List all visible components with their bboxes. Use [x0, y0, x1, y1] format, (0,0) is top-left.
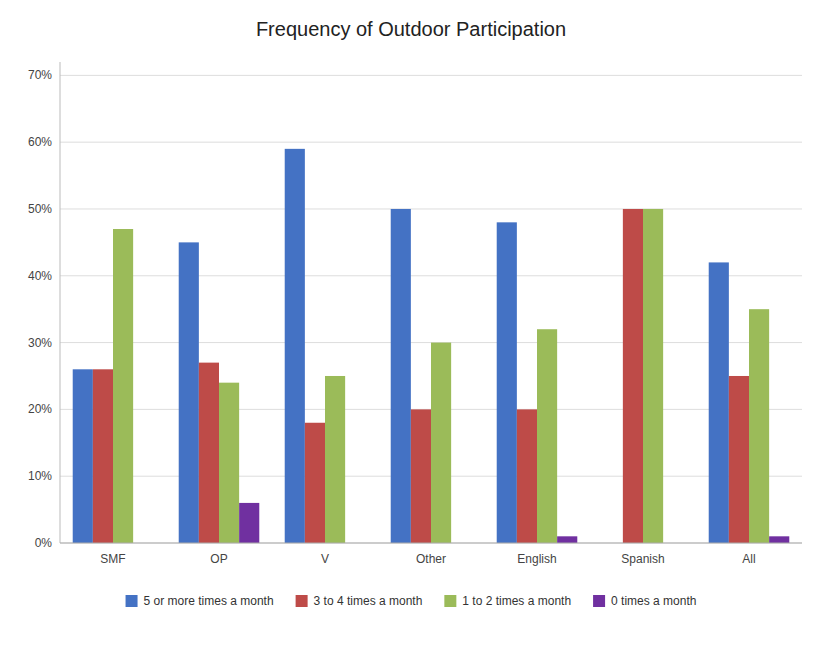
grid: [60, 75, 802, 543]
y-tick-label: 30%: [28, 336, 52, 350]
legend-swatch: [444, 595, 456, 607]
bar: [643, 209, 663, 543]
bar: [305, 423, 325, 543]
grid-line: [60, 142, 802, 143]
legend-item: 3 to 4 times a month: [296, 594, 423, 608]
legend-swatch: [593, 595, 605, 607]
bar: [411, 409, 431, 543]
legend-label: 5 or more times a month: [144, 594, 274, 608]
y-axis-line: [60, 62, 61, 543]
bar: [179, 242, 199, 543]
bar: [729, 376, 749, 543]
grid-line: [60, 543, 802, 544]
grid-line: [60, 75, 802, 76]
y-tick-label: 20%: [28, 402, 52, 416]
bar: [749, 309, 769, 543]
x-tick-label: V: [321, 552, 329, 566]
bar: [497, 222, 517, 543]
title: Frequency of Outdoor Participation: [256, 18, 566, 40]
legend-swatch: [296, 595, 308, 607]
bars: [73, 149, 790, 543]
y-tick-label: 0%: [35, 536, 53, 550]
bar: [623, 209, 643, 543]
grid-line: [60, 275, 802, 276]
x-tick-label: Other: [416, 552, 446, 566]
bar: [769, 536, 789, 543]
x-tick-label: All: [742, 552, 755, 566]
legend-label: 1 to 2 times a month: [462, 594, 571, 608]
legend: 5 or more times a month 3 to 4 times a mo…: [126, 594, 697, 608]
grid-line: [60, 208, 802, 209]
legend-item: 5 or more times a month: [126, 594, 274, 608]
bar: [537, 329, 557, 543]
bar: [391, 209, 411, 543]
y-tick-label: 60%: [28, 135, 52, 149]
bar: [517, 409, 537, 543]
y-tick-label: 40%: [28, 269, 52, 283]
x-tick-label: Spanish: [621, 552, 664, 566]
y-tick-label: 10%: [28, 469, 52, 483]
legend-swatch: [126, 595, 138, 607]
legend-item: 1 to 2 times a month: [444, 594, 571, 608]
bar: [557, 536, 577, 543]
bar: [199, 363, 219, 543]
bar: [219, 383, 239, 543]
x-tick-label: OP: [210, 552, 227, 566]
y-tick-label: 50%: [28, 202, 52, 216]
legend-item: 0 times a month: [593, 594, 696, 608]
bar: [285, 149, 305, 543]
x-tick-label: English: [517, 552, 556, 566]
bar: [709, 262, 729, 543]
bar: [93, 369, 113, 543]
legend-label: 0 times a month: [611, 594, 696, 608]
bar: [325, 376, 345, 543]
y-tick-label: 70%: [28, 68, 52, 82]
x-axis-line: [60, 543, 802, 544]
legend-label: 3 to 4 times a month: [314, 594, 423, 608]
bar: [73, 369, 93, 543]
x-tick-label: SMF: [100, 552, 125, 566]
bar: [431, 343, 451, 543]
chart: Frequency of Outdoor Participation 0% 10% 2…: [0, 0, 822, 653]
bar: [239, 503, 259, 543]
bar: [113, 229, 133, 543]
